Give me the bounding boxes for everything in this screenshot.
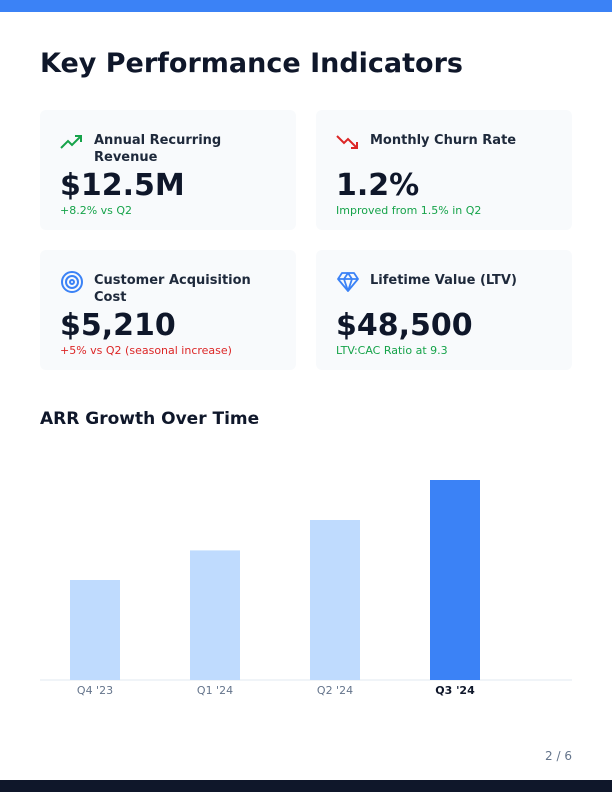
gem-icon <box>337 272 359 292</box>
kpi-value: 1.2% <box>336 168 420 203</box>
kpi-label: Annual Recurring Revenue <box>94 133 222 165</box>
kpi-card: Monthly Churn Rate 1.2% Improved from 1.… <box>316 110 572 230</box>
bar <box>310 520 360 680</box>
kpi-card: Customer Acquisition Cost $5,210 +5% vs … <box>40 250 296 370</box>
kpi-label: Customer Acquisition Cost <box>94 273 251 305</box>
kpi-value: $5,210 <box>60 308 176 343</box>
kpi-note: Improved from 1.5% in Q2 <box>336 204 482 217</box>
kpi-note: +8.2% vs Q2 <box>60 204 133 217</box>
kpi-note: +5% vs Q2 (seasonal increase) <box>60 344 232 357</box>
kpi-value: $48,500 <box>336 308 473 343</box>
kpi-card: Lifetime Value (LTV) $48,500 LTV:CAC Rat… <box>316 250 572 370</box>
page-title: Key Performance Indicators <box>40 48 463 79</box>
x-tick-label: Q3 '24 <box>435 684 475 697</box>
chart-title: ARR Growth Over Time <box>40 409 260 429</box>
x-tick-label: Q4 '23 <box>77 684 113 697</box>
target-icon <box>61 271 83 293</box>
bar <box>190 550 240 680</box>
kpi-value: $12.5M <box>60 168 185 203</box>
kpi-label: Monthly Churn Rate <box>370 133 517 148</box>
x-tick-label: Q2 '24 <box>317 684 353 697</box>
x-tick-label: Q1 '24 <box>197 684 233 697</box>
kpi-label: Lifetime Value (LTV) <box>370 273 517 288</box>
trend-down-icon <box>336 135 358 149</box>
page-number: 2 / 6 <box>545 749 572 763</box>
bar <box>430 480 480 680</box>
bottom-bar <box>0 780 612 792</box>
kpi-card: Annual Recurring Revenue $12.5M +8.2% vs… <box>40 110 296 230</box>
trend-up-icon <box>60 135 82 149</box>
kpi-note: LTV:CAC Ratio at 9.3 <box>336 344 448 357</box>
chart: Q4 '23 Q1 '24 Q2 '24 Q3 '24 <box>40 480 572 697</box>
top-bar <box>0 0 612 12</box>
bar <box>70 580 120 680</box>
